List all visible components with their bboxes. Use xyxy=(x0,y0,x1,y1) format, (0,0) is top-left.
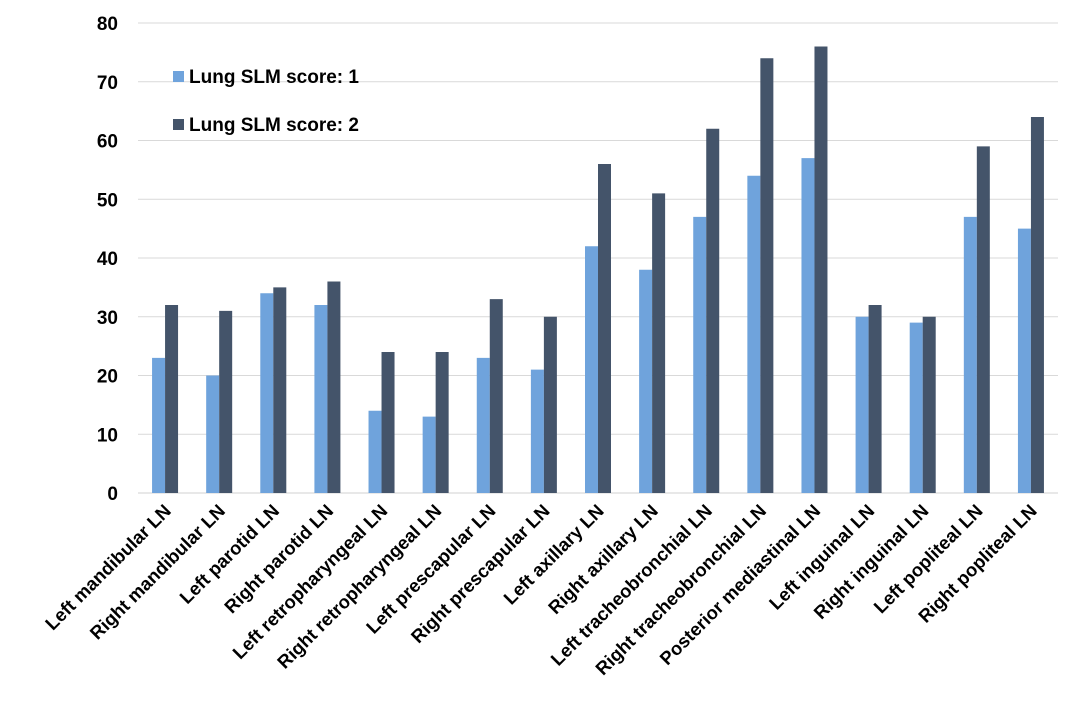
y-tick-label: 70 xyxy=(97,73,118,94)
bar-series-2 xyxy=(435,352,449,493)
y-tick-label: 60 xyxy=(97,132,118,153)
bar-series-2 xyxy=(706,128,720,493)
y-tick-label: 20 xyxy=(97,367,118,388)
bar-series-2 xyxy=(976,146,990,493)
bar-series-2 xyxy=(165,305,179,493)
bar-series-1 xyxy=(314,305,328,493)
bar-series-1 xyxy=(152,357,166,493)
bar-series-2 xyxy=(922,316,936,493)
bar-series-1 xyxy=(530,369,544,493)
legend-swatch xyxy=(173,119,184,130)
bar-series-1 xyxy=(260,293,274,493)
bar-series-2 xyxy=(814,46,828,493)
y-tick-label: 0 xyxy=(107,484,118,505)
bar-series-2 xyxy=(327,281,341,493)
bar-series-2 xyxy=(219,310,233,493)
bar-series-2 xyxy=(381,352,395,493)
y-tick-label: 10 xyxy=(97,425,118,446)
bar-series-2 xyxy=(273,287,287,493)
x-category-label: Left parotid LN xyxy=(175,500,283,608)
bar-series-2 xyxy=(489,299,503,493)
bar-series-2 xyxy=(1030,117,1044,493)
bars xyxy=(152,46,1044,493)
y-tick-label: 50 xyxy=(97,190,118,211)
bar-series-1 xyxy=(747,175,761,493)
bar-series-1 xyxy=(963,216,977,493)
y-axis-tick-labels: 0 10 20 30 40 50 60 70 80 xyxy=(97,14,118,505)
bar-series-2 xyxy=(543,316,557,493)
bar-series-1 xyxy=(422,416,436,493)
bar-series-2 xyxy=(652,193,666,493)
bar-series-1 xyxy=(639,269,653,493)
y-tick-label: 80 xyxy=(97,14,118,35)
bar-series-2 xyxy=(868,305,882,493)
bar-series-2 xyxy=(760,58,774,493)
legend: Lung SLM score: 1 Lung SLM score: 2 xyxy=(173,67,359,136)
y-tick-label: 30 xyxy=(97,308,118,329)
bar-series-1 xyxy=(1017,228,1031,493)
bar-series-1 xyxy=(368,410,382,493)
bar-series-1 xyxy=(585,246,598,493)
bar-series-1 xyxy=(476,357,490,493)
bar-series-1 xyxy=(801,158,815,493)
legend-swatch xyxy=(173,71,184,82)
bar-series-1 xyxy=(206,375,220,493)
legend-label: Lung SLM score: 2 xyxy=(189,115,359,136)
bar-series-2 xyxy=(598,164,611,493)
bar-series-1 xyxy=(909,322,923,493)
bar-series-1 xyxy=(693,216,707,493)
y-tick-label: 40 xyxy=(97,249,118,270)
legend-label: Lung SLM score: 1 xyxy=(189,67,359,88)
bar-series-1 xyxy=(855,316,869,493)
